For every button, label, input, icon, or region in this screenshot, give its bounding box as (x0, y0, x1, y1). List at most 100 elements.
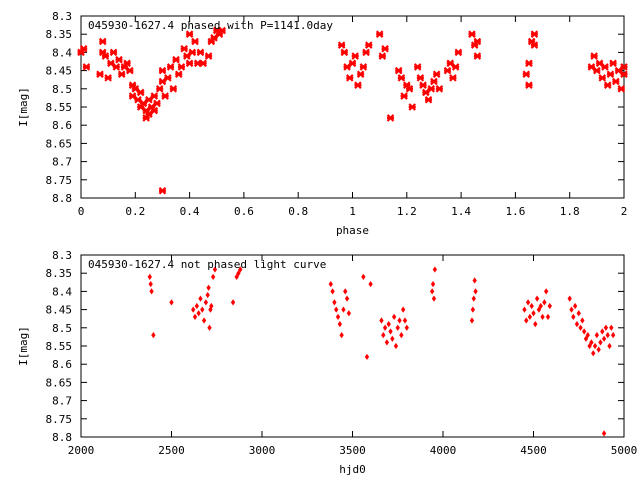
data-point (362, 48, 370, 57)
data-point (368, 280, 373, 288)
data-point (341, 306, 346, 313)
data-point (158, 77, 167, 86)
data-point (330, 288, 335, 295)
data-point (209, 302, 214, 310)
unphased-light-curve-panel: 2000 2500 3000 3500 4000 4500 5000 8.3 8.35 8.4 8.… (17, 249, 637, 476)
y-axis-label: I[mag] (17, 326, 30, 366)
data-point (525, 81, 533, 89)
data-point (161, 92, 169, 100)
data-point (136, 88, 145, 97)
data-points (77, 26, 628, 195)
data-point (446, 59, 455, 68)
data-point (614, 66, 623, 75)
data-point (96, 70, 104, 79)
data-point (104, 74, 112, 82)
x-tick-label: 1.2 (397, 205, 417, 218)
y-tick-label: 8.55 (46, 340, 73, 353)
data-point (174, 70, 183, 79)
y-tick-label: 8.45 (46, 304, 73, 317)
data-point (198, 295, 203, 302)
data-point (413, 63, 422, 71)
data-point (117, 70, 126, 79)
data-point (183, 52, 191, 60)
data-point (430, 280, 436, 288)
data-point (432, 70, 441, 79)
data-point (567, 295, 572, 302)
data-point (544, 288, 549, 295)
data-point (346, 310, 352, 317)
data-point (589, 339, 594, 346)
data-point (191, 306, 196, 313)
x-tick-label: 3500 (339, 444, 366, 457)
y-tick-label: 8.6 (52, 358, 72, 371)
data-point (522, 306, 527, 313)
data-point (591, 350, 596, 357)
data-point (536, 306, 542, 313)
chart-title: 045930-1627.4 phased with P=1141.0day (88, 19, 333, 32)
data-point (204, 52, 213, 60)
data-point (359, 63, 368, 71)
data-point (212, 266, 218, 273)
y-tick-label: 8.6 (52, 119, 72, 132)
data-point (172, 55, 180, 64)
data-point (468, 30, 476, 38)
data-point (620, 63, 628, 71)
data-point (603, 81, 612, 89)
data-point (405, 85, 414, 93)
data-point (533, 321, 538, 328)
y-tick-label: 8.8 (52, 431, 72, 444)
data-point (531, 310, 536, 317)
plot-frame (80, 254, 625, 438)
data-point (574, 321, 580, 328)
data-point (145, 110, 153, 119)
data-point (451, 63, 460, 71)
y-tick-label: 8.65 (46, 376, 73, 389)
data-point (402, 317, 408, 324)
data-point (395, 324, 400, 331)
data-point (194, 302, 200, 310)
data-point (390, 335, 395, 342)
data-point (571, 313, 576, 321)
data-point (473, 288, 478, 295)
axis-ticks: 2000 2500 3000 3500 4000 4500 5000 8.3 8.35 8.4 8.… (46, 249, 638, 457)
data-point (471, 295, 476, 302)
data-point (525, 59, 533, 68)
data-point (473, 52, 482, 60)
x-tick-label: 4500 (520, 444, 547, 457)
data-point (196, 310, 201, 317)
data-point (169, 85, 178, 93)
y-tick-label: 8.35 (46, 267, 73, 280)
data-point (431, 295, 437, 302)
data-point (344, 295, 350, 302)
x-axis-label: phase (336, 224, 369, 237)
data-point (134, 95, 142, 104)
data-point (328, 280, 333, 288)
data-point (590, 52, 598, 60)
x-tick-label: 0.4 (180, 205, 200, 218)
y-tick-label: 8.55 (46, 101, 73, 114)
data-point (177, 63, 186, 71)
data-point (230, 299, 236, 306)
data-point (218, 26, 226, 35)
data-point (605, 331, 610, 339)
x-tick-label: 1.4 (451, 205, 471, 218)
data-point (606, 70, 615, 79)
data-point (346, 74, 354, 82)
data-point (443, 66, 452, 75)
data-point (158, 66, 167, 75)
data-point (582, 328, 587, 335)
data-point (416, 74, 425, 82)
data-point (109, 48, 118, 57)
data-point (203, 299, 209, 306)
data-point (393, 342, 399, 350)
data-point (587, 342, 592, 350)
data-point (107, 59, 115, 68)
data-point (351, 52, 359, 60)
data-point (601, 335, 607, 342)
data-point (378, 52, 387, 60)
y-tick-label: 8.3 (52, 249, 72, 262)
data-point (169, 299, 174, 306)
data-point (397, 317, 402, 324)
data-point (449, 74, 457, 82)
data-point (524, 317, 529, 324)
